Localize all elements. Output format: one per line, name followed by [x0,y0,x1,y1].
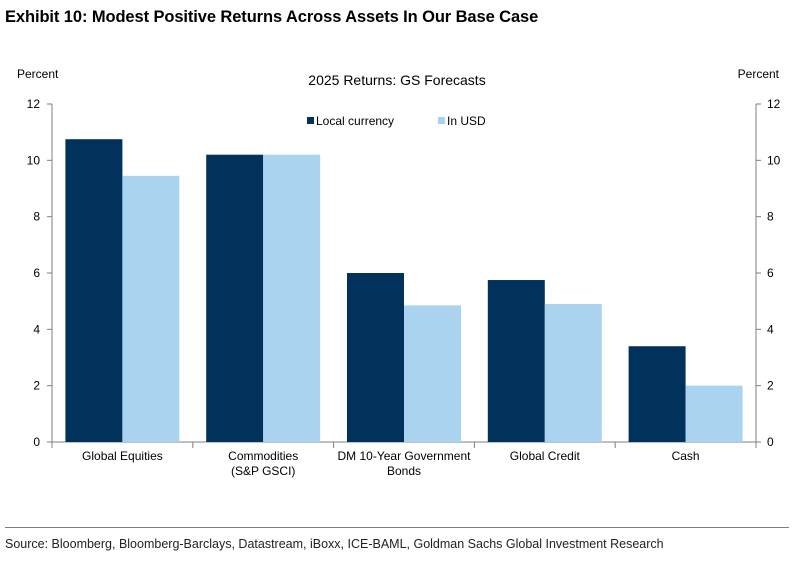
bar-local-currency [628,346,686,442]
legend-label-local-currency: Local currency [316,114,394,128]
legend-swatch-local-currency [307,117,314,124]
bar-in-usd [263,154,321,442]
y-axis-label-right: Percent [738,67,780,81]
y-tick-label-right: 10 [767,153,781,167]
bar-local-currency [347,273,404,442]
bar-in-usd [544,303,602,442]
chart-title: 2025 Returns: GS Forecasts [308,72,485,88]
legend: Local currency In USD [307,114,486,128]
x-category-label: Global Credit [510,449,581,463]
y-tick-label-left: 0 [33,435,40,449]
x-category-label: Global Equities [82,449,163,463]
bar-in-usd [122,175,180,442]
bar-local-currency [206,154,264,442]
x-category-label: Bonds [387,464,421,478]
y-tick-label-left: 8 [33,210,40,224]
y-tick-label-right: 12 [767,97,781,111]
y-tick-label-left: 6 [33,266,40,280]
bar-in-usd [685,385,743,442]
y-tick-label-left: 12 [27,97,41,111]
x-category-label: (S&P GSCI) [231,464,295,478]
x-category-label: DM 10-Year Government [338,449,472,463]
source-note: Source: Bloomberg, Bloomberg-Barclays, D… [5,537,664,551]
y-tick-label-left: 4 [33,322,40,336]
legend-swatch-in-usd [438,117,445,124]
legend-label-in-usd: In USD [447,114,486,128]
x-category-label: Cash [672,449,700,463]
y-axis-label-left: Percent [17,67,59,81]
y-tick-label-right: 4 [767,322,774,336]
y-tick-label-right: 0 [767,435,774,449]
bars [65,139,743,443]
y-tick-label-right: 2 [767,379,774,393]
bar-in-usd [404,305,461,442]
bar-local-currency [65,139,123,443]
x-axis-labels: Global Equities Commodities(S&P GSCI) DM 1… [82,449,700,478]
x-category-label: Commodities [228,449,298,463]
bar-chart: 2025 Returns: GS Forecasts Percent Perce… [17,67,781,478]
y-tick-label-left: 10 [27,153,41,167]
exhibit-title: Exhibit 10: Modest Positive Returns Acro… [5,8,539,26]
y-tick-label-right: 6 [767,266,774,280]
y-tick-label-right: 8 [767,210,774,224]
footer-divider [5,527,789,528]
y-tick-label-left: 2 [33,379,40,393]
bar-local-currency [487,280,545,442]
